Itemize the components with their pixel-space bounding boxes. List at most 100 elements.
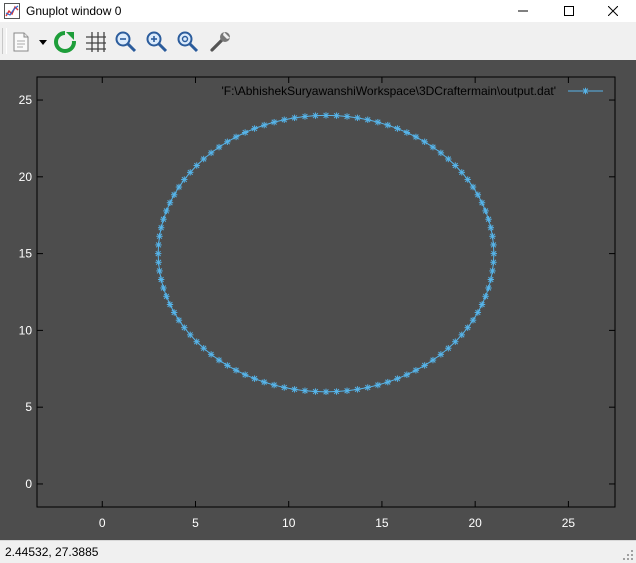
x-tick-label: 0 [99, 516, 106, 530]
data-point [301, 387, 309, 394]
data-point [207, 149, 215, 157]
options-button[interactable] [208, 30, 232, 54]
zoom-out-button[interactable] [114, 30, 138, 54]
data-point [160, 284, 167, 292]
data-point [452, 162, 459, 169]
data-point [429, 356, 437, 364]
zoom-in-button[interactable] [145, 30, 169, 54]
minimize-icon [518, 10, 528, 12]
data-point [156, 233, 163, 240]
data-point [207, 351, 215, 358]
copy-to-clipboard-button[interactable] [9, 30, 33, 54]
data-point [458, 331, 465, 339]
y-tick-label: 10 [19, 323, 33, 337]
data-point [215, 143, 223, 151]
plot-area[interactable]: 0 5 10 15 20 25 0 5 10 15 20 25 'F:\AbhishekSuryaw… [0, 60, 636, 540]
data-point [384, 121, 391, 129]
data-point [193, 162, 200, 169]
data-point [166, 199, 174, 206]
data-point [482, 207, 489, 215]
data-point [478, 199, 486, 206]
data-point [281, 384, 288, 391]
data-point [421, 362, 428, 369]
data-point [485, 216, 492, 223]
y-tick-label: 5 [25, 400, 32, 414]
close-button[interactable] [590, 0, 636, 22]
data-point [175, 316, 183, 324]
close-icon [608, 6, 618, 16]
data-point [170, 309, 178, 316]
data-point [464, 324, 471, 331]
data-point [281, 116, 288, 123]
data-point [333, 112, 340, 119]
zoom-in-icon [146, 31, 168, 53]
data-point [469, 183, 477, 191]
data-point [163, 293, 170, 300]
data-point [187, 331, 194, 339]
data-point [200, 345, 207, 352]
wrench-icon [210, 32, 230, 52]
status-bar: 2.44532, 27.3885 [0, 540, 636, 563]
x-tick-label: 10 [282, 516, 296, 530]
data-point [364, 116, 371, 123]
window-title: Gnuplot window 0 [26, 4, 122, 18]
maximize-button[interactable] [546, 0, 592, 22]
legend: 'F:\AbhishekSuryawanshiWorkspace\3DCraft… [221, 84, 603, 98]
data-point [384, 378, 391, 386]
data-point [270, 118, 278, 126]
zoom-out-icon [115, 31, 137, 53]
cursor-coordinates: 2.44532, 27.3885 [5, 545, 99, 559]
data-point [232, 367, 240, 374]
dropdown-button[interactable] [36, 30, 50, 54]
data-point [412, 367, 420, 374]
zoom-autoscale-button[interactable] [176, 30, 200, 54]
data-point [343, 113, 351, 120]
data-point [193, 338, 200, 345]
y-tick-label: 0 [25, 477, 32, 491]
data-point [322, 112, 330, 119]
data-point [157, 224, 165, 231]
data-point [452, 338, 459, 345]
data-point [322, 388, 330, 396]
replot-icon [54, 31, 76, 53]
data-point [154, 250, 162, 257]
resize-grip-icon[interactable] [622, 549, 634, 561]
data-point [403, 129, 411, 136]
x-tick-label: 20 [468, 516, 482, 530]
data-point [445, 345, 452, 352]
x-tick-label: 5 [192, 516, 199, 530]
data-point [445, 155, 452, 163]
data-point [312, 112, 319, 119]
data-point [291, 114, 298, 122]
data-point [469, 316, 477, 324]
data-point [490, 259, 497, 266]
toolbar-grip[interactable] [2, 28, 7, 54]
data-point [156, 267, 163, 275]
data-point [170, 191, 178, 198]
data-point [160, 216, 167, 223]
data-point [364, 384, 371, 391]
data-point [394, 125, 401, 132]
minimize-button[interactable] [500, 0, 546, 22]
grid-button[interactable] [84, 30, 108, 54]
data-point [487, 224, 495, 231]
data-point [354, 114, 361, 122]
data-point [200, 155, 207, 163]
plot-border [36, 76, 616, 508]
data-point [232, 133, 240, 141]
data-point [482, 293, 489, 300]
data-point [181, 176, 188, 183]
replot-button[interactable] [53, 30, 77, 54]
y-tick-label: 15 [19, 247, 33, 261]
data-point [251, 125, 258, 132]
data-point [437, 149, 445, 157]
clipboard-icon [13, 32, 29, 52]
data-point [312, 388, 319, 395]
data-point [261, 378, 268, 386]
series-line [157, 114, 495, 393]
y-tick-label: 20 [19, 170, 33, 184]
chevron-down-icon [39, 40, 47, 45]
data-point [394, 375, 401, 382]
zoom-autoscale-icon [177, 31, 199, 53]
data-point [291, 386, 298, 393]
